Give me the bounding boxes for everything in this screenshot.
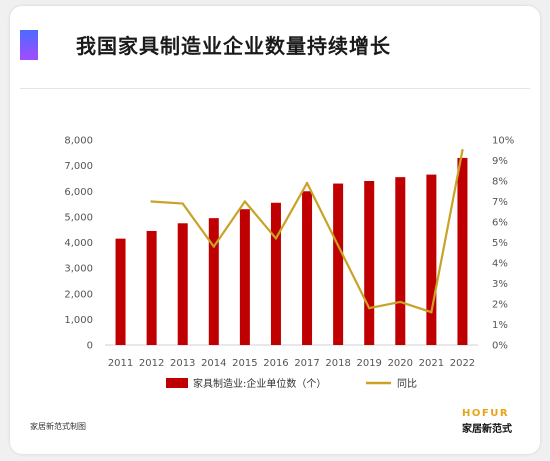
x-tick-label: 2017 — [294, 358, 319, 369]
bar — [146, 230, 157, 345]
brand-logo-en: HOFUR — [462, 408, 510, 419]
legend-swatch-bar — [166, 378, 188, 388]
bar — [457, 157, 468, 345]
yoy-point — [212, 245, 215, 248]
bar — [364, 181, 375, 345]
bar — [208, 218, 219, 345]
chart-legend: 家具制造业:企业单位数（个） 同比 — [166, 377, 417, 390]
yoy-point — [243, 200, 247, 203]
bar — [302, 191, 313, 345]
y-right-tick-label: 6% — [492, 218, 508, 229]
yoy-point — [305, 181, 309, 185]
y-left-tick-label: 2,000 — [64, 289, 93, 300]
yoy-point — [150, 200, 153, 203]
yoy-point — [430, 311, 433, 314]
x-tick-label: 2014 — [201, 358, 226, 369]
y-right-tick-label: 8% — [492, 177, 508, 188]
legend-label-line: 同比 — [397, 378, 417, 390]
plot-area: 0 1,000 2,000 3,000 4,000 5,000 6,000 7,000 8,00… — [64, 136, 514, 370]
y-right-tick-label: 7% — [492, 197, 508, 208]
yoy-point — [368, 306, 371, 310]
y-right-tick-label: 10% — [492, 136, 514, 147]
bar — [333, 183, 344, 345]
yoy-point — [181, 202, 184, 205]
source-note: 家居新范式制图 — [30, 422, 86, 431]
yoy-point — [461, 149, 464, 152]
x-tick-label: 2011 — [108, 358, 133, 369]
title-accent-bar — [20, 30, 38, 60]
y-left-tick-label: 7,000 — [64, 161, 93, 172]
yoy-point — [399, 300, 402, 304]
y-right-tick-label: 3% — [492, 279, 508, 290]
bar — [177, 223, 188, 345]
bar — [426, 174, 437, 345]
bar — [115, 238, 126, 345]
x-tick-label: 2015 — [232, 358, 257, 369]
y-left-tick-label: 6,000 — [64, 187, 93, 198]
y-left-tick-label: 5,000 — [64, 212, 93, 223]
y-right-tick-label: 0% — [492, 341, 508, 352]
x-tick-label: 2022 — [450, 358, 475, 369]
title-divider — [20, 88, 530, 89]
yoy-line — [151, 150, 464, 314]
bar — [395, 177, 406, 345]
x-tick-label: 2018 — [325, 358, 350, 369]
legend-label-bar: 家具制造业:企业单位数（个） — [193, 377, 326, 390]
brand-logo-cn: 家居新范式 — [462, 424, 512, 435]
bar — [270, 202, 281, 345]
y-right-tick-label: 1% — [492, 320, 508, 331]
x-tick-label: 2020 — [388, 358, 413, 369]
y-left-tick-label: 8,000 — [64, 136, 93, 147]
y-right-tick-label: 5% — [492, 238, 508, 249]
y-right-tick-label: 2% — [492, 300, 508, 311]
yoy-point — [274, 237, 278, 240]
y-right-tick-label: 9% — [492, 156, 508, 167]
x-tick-label: 2012 — [139, 358, 164, 369]
x-tick-label: 2019 — [356, 358, 381, 369]
page-title: 我国家具制造业企业数量持续增长 — [76, 34, 391, 58]
x-tick-label: 2013 — [170, 358, 195, 369]
y-left-tick-label: 4,000 — [64, 238, 93, 249]
y-right-tick-label: 4% — [492, 259, 508, 270]
bar — [239, 209, 250, 345]
x-tick-label: 2021 — [419, 358, 444, 369]
x-tick-label: 2016 — [263, 358, 288, 369]
y-left-tick-label: 1,000 — [64, 315, 93, 326]
y-left-tick-label: 0 — [87, 341, 93, 352]
y-left-tick-label: 3,000 — [64, 264, 93, 275]
